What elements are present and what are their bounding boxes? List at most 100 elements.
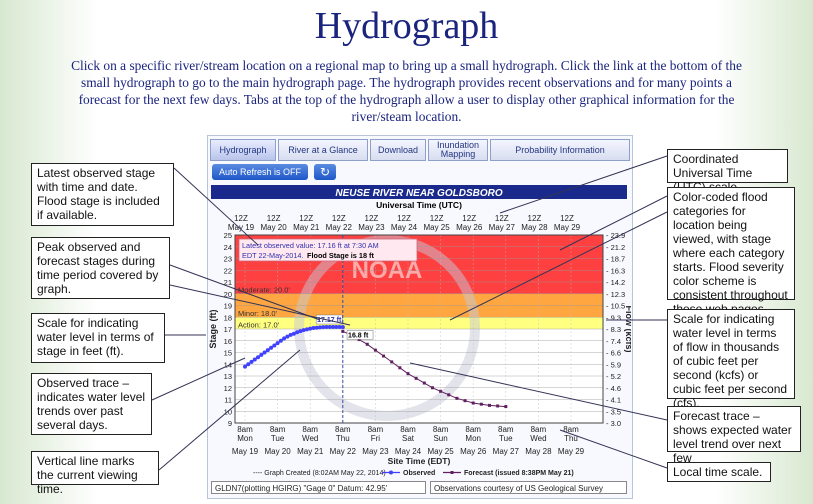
observed-point — [272, 343, 277, 348]
forecast-point — [447, 393, 451, 397]
bottom-tick-time: 8am — [465, 425, 481, 434]
callout-flow-scale: Scale for indicating water level in term… — [667, 309, 795, 410]
observed-point — [259, 352, 264, 357]
refresh-icon[interactable]: ↻ — [314, 164, 336, 180]
flow-tick-label: - 14.2 — [606, 278, 625, 287]
flow-tick-label: - 6.6 — [606, 349, 621, 358]
observed-point — [317, 325, 322, 330]
top-tick-time: 12Z — [495, 214, 509, 223]
legend-observed: Observed — [403, 470, 435, 477]
flow-tick-label: - 18.7 — [606, 255, 625, 264]
bottom-tick-time: 8am — [368, 425, 384, 434]
forecast-point — [390, 360, 394, 364]
callout-stage-scale: Scale for indicating water level in term… — [31, 313, 165, 363]
stage-tick-label: 9 — [228, 419, 232, 428]
flow-tick-label: - 10.5 — [606, 302, 625, 311]
observed-point — [321, 325, 326, 330]
tab-download[interactable]: Download — [370, 139, 426, 161]
chart-title-bar — [211, 185, 627, 199]
forecast-point — [471, 401, 475, 405]
tab-inundation-mapping[interactable]: Inundation Mapping — [428, 139, 488, 161]
flow-tick-label: - 8.3 — [606, 325, 621, 334]
observed-point — [331, 325, 336, 330]
latest-observed-box — [238, 238, 418, 262]
forecast-point — [479, 402, 483, 406]
auto-refresh-button[interactable]: Auto Refresh is OFF — [212, 164, 308, 180]
observed-point — [304, 327, 309, 332]
bottom-tick-time: 8am — [400, 425, 416, 434]
bottom-tick-time: 8am — [335, 425, 351, 434]
callout-vertical-line: Vertical line marks the current viewing … — [31, 451, 159, 496]
tab-river-at-a-glance[interactable]: River at a Glance — [278, 139, 368, 161]
flow-tick-label: - 16.3 — [606, 266, 625, 275]
observed-point — [269, 345, 274, 350]
top-tick-date: May 24 — [391, 223, 418, 232]
bottom-tick-date: May 22 — [330, 447, 357, 456]
observed-point — [246, 362, 251, 367]
noaa-watermark: NOAA — [352, 257, 423, 284]
bottom-tick-date: May 26 — [460, 447, 487, 456]
forecast-point — [504, 405, 508, 409]
forecast-point — [463, 399, 467, 403]
bottom-tick-day: Wed — [302, 434, 318, 443]
stage-tick-label: 21 — [224, 278, 232, 287]
footer-datum: GLDN7(plotting HGIRG) "Gage 0" Datum: 42… — [211, 481, 426, 494]
top-tick-time: 12Z — [560, 214, 574, 223]
observed-point — [249, 359, 254, 364]
observed-point — [298, 329, 303, 334]
stage-tick-label: 19 — [224, 302, 232, 311]
peak-label: 16.8 ft — [348, 332, 369, 339]
stage-tick-label: 15 — [224, 349, 232, 358]
bottom-tick-time: 8am — [237, 425, 253, 434]
observed-point — [337, 325, 342, 330]
callout-observed-trace: Observed trace – indicates water level t… — [31, 373, 152, 435]
bottom-tick-date: May 29 — [558, 447, 585, 456]
top-tick-time: 12Z — [528, 214, 542, 223]
top-tick-date: May 27 — [489, 223, 516, 232]
y-axis-label: Stage (ft) — [208, 310, 218, 349]
forecast-point — [341, 329, 345, 333]
bottom-tick-date: May 20 — [264, 447, 291, 456]
flow-tick-label: - 21.2 — [606, 243, 625, 252]
bottom-tick-time: 8am — [270, 425, 286, 434]
bottom-tick-day: Thu — [564, 434, 578, 443]
callout-flood-categories: Color-coded flood categories for locatio… — [667, 187, 795, 316]
bottom-tick-date: May 24 — [395, 447, 422, 456]
flow-tick-label: - 5.2 — [606, 372, 621, 381]
legend-forecast-marker — [450, 471, 454, 474]
top-tick-time: 12Z — [430, 214, 444, 223]
tab-hydrograph[interactable]: Hydrograph — [210, 139, 276, 161]
bottom-tick-day: Sat — [402, 434, 415, 443]
flood-stage-note: Flood Stage is 18 ft — [307, 251, 374, 260]
callout-latest-observed: Latest observed stage with time and date… — [31, 163, 174, 226]
bottom-tick-date: May 21 — [297, 447, 324, 456]
forecast-point — [496, 404, 500, 408]
chart-title: NEUSE RIVER NEAR GOLDSBORO — [335, 188, 502, 199]
observed-point — [278, 338, 283, 343]
stage-tick-label: 12 — [224, 384, 232, 393]
observed-point — [334, 325, 339, 330]
top-tick-time: 12Z — [397, 214, 411, 223]
bottom-tick-day: Sun — [433, 434, 447, 443]
legend-created: ---- Graph Created (8:02AM May 22, 2014) — [253, 470, 386, 477]
observed-point — [243, 364, 247, 369]
stage-tick-label: 22 — [224, 266, 232, 275]
footer-credit: Observations courtesy of US Geological S… — [430, 481, 627, 494]
observed-point — [340, 325, 345, 330]
forecast-point — [455, 396, 459, 400]
observed-point — [327, 325, 332, 330]
stage-tick-label: 18 — [224, 313, 232, 322]
observed-point — [265, 348, 270, 353]
top-axis-title: Universal Time (UTC) — [376, 200, 462, 210]
bottom-tick-day: Mon — [465, 434, 481, 443]
top-tick-date: May 25 — [423, 223, 450, 232]
forecast-point — [398, 366, 402, 370]
flood-category-label: Moderate: 20.0' — [238, 285, 290, 294]
callout-local-time: Local time scale. — [667, 462, 771, 482]
y2-axis-label: Flow (kcfs) — [624, 305, 631, 352]
flood-band-action — [235, 317, 603, 329]
top-tick-date: May 29 — [554, 223, 581, 232]
tab-probability-information[interactable]: Probability Information — [490, 139, 630, 161]
stage-tick-label: 23 — [224, 255, 232, 264]
